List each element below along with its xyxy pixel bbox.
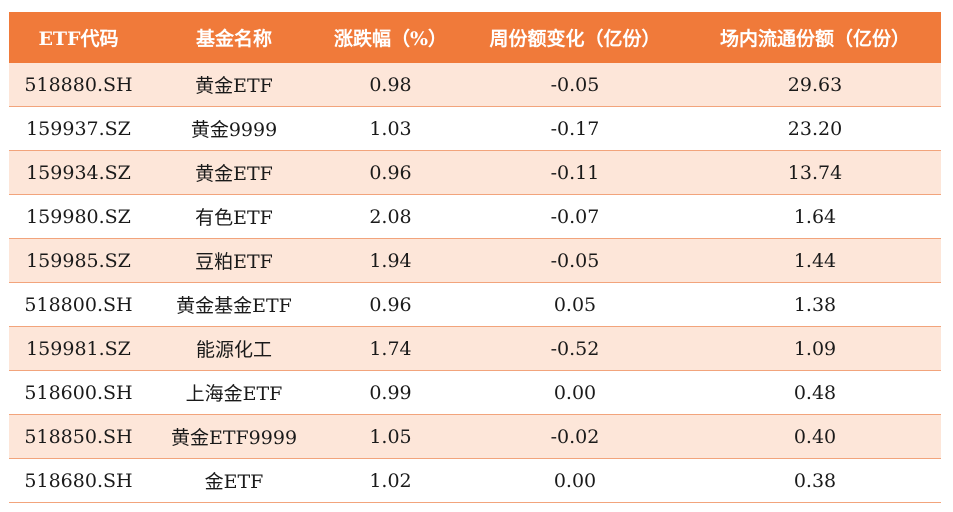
cell-weekly-share-change: 0.00 [461, 458, 689, 503]
cell-fund-name: 黄金ETF [148, 63, 320, 107]
cell-fund-name: 金ETF [148, 458, 320, 503]
table-row: 518850.SH 黄金ETF9999 1.05 -0.02 0.40 [9, 414, 941, 459]
cell-circulating-shares: 13.74 [689, 150, 941, 195]
cell-circulating-shares: 1.64 [689, 194, 941, 239]
cell-circulating-shares: 29.63 [689, 63, 941, 107]
cell-weekly-share-change: 0.00 [461, 370, 689, 415]
table-row: 518880.SH 黄金ETF 0.98 -0.05 29.63 [9, 63, 941, 107]
table-body: 518880.SH 黄金ETF 0.98 -0.05 29.63 159937.… [9, 63, 941, 503]
header-weekly-share-change: 周份额变化（亿份） [461, 12, 689, 63]
cell-circulating-shares: 1.38 [689, 282, 941, 327]
cell-weekly-share-change: -0.07 [461, 194, 689, 239]
header-fund-name: 基金名称 [148, 12, 320, 63]
cell-change-pct: 0.96 [320, 282, 461, 327]
header-change-pct: 涨跌幅（%） [320, 12, 461, 63]
cell-fund-name: 黄金ETF9999 [148, 414, 320, 459]
cell-change-pct: 0.98 [320, 63, 461, 107]
cell-etf-code: 518850.SH [9, 414, 148, 459]
cell-change-pct: 0.96 [320, 150, 461, 195]
cell-weekly-share-change: -0.17 [461, 106, 689, 151]
cell-change-pct: 0.99 [320, 370, 461, 415]
table-row: 159985.SZ 豆粕ETF 1.94 -0.05 1.44 [9, 238, 941, 283]
table-row: 159981.SZ 能源化工 1.74 -0.52 1.09 [9, 326, 941, 371]
cell-etf-code: 518800.SH [9, 282, 148, 327]
header-etf-code: ETF代码 [9, 12, 148, 63]
cell-change-pct: 1.05 [320, 414, 461, 459]
cell-fund-name: 有色ETF [148, 194, 320, 239]
cell-circulating-shares: 0.48 [689, 370, 941, 415]
cell-etf-code: 159937.SZ [9, 106, 148, 151]
cell-change-pct: 1.03 [320, 106, 461, 151]
cell-change-pct: 1.02 [320, 458, 461, 503]
table-row: 159934.SZ 黄金ETF 0.96 -0.11 13.74 [9, 150, 941, 195]
cell-etf-code: 518880.SH [9, 63, 148, 107]
table-row: 518600.SH 上海金ETF 0.99 0.00 0.48 [9, 370, 941, 415]
table-row: 159980.SZ 有色ETF 2.08 -0.07 1.64 [9, 194, 941, 239]
header-circulating-shares: 场内流通份额（亿份） [689, 12, 941, 63]
cell-etf-code: 518600.SH [9, 370, 148, 415]
cell-circulating-shares: 1.09 [689, 326, 941, 371]
cell-circulating-shares: 1.44 [689, 238, 941, 283]
cell-circulating-shares: 0.40 [689, 414, 941, 459]
cell-weekly-share-change: -0.02 [461, 414, 689, 459]
cell-weekly-share-change: -0.05 [461, 63, 689, 107]
header-row: ETF代码 基金名称 涨跌幅（%） 周份额变化（亿份） 场内流通份额（亿份） [9, 12, 941, 63]
cell-fund-name: 黄金9999 [148, 106, 320, 151]
cell-weekly-share-change: -0.05 [461, 238, 689, 283]
cell-weekly-share-change: 0.05 [461, 282, 689, 327]
cell-etf-code: 159980.SZ [9, 194, 148, 239]
cell-change-pct: 1.74 [320, 326, 461, 371]
cell-fund-name: 黄金基金ETF [148, 282, 320, 327]
cell-fund-name: 能源化工 [148, 326, 320, 371]
cell-change-pct: 2.08 [320, 194, 461, 239]
cell-etf-code: 518680.SH [9, 458, 148, 503]
cell-fund-name: 黄金ETF [148, 150, 320, 195]
cell-weekly-share-change: -0.52 [461, 326, 689, 371]
cell-circulating-shares: 23.20 [689, 106, 941, 151]
cell-etf-code: 159934.SZ [9, 150, 148, 195]
cell-etf-code: 159985.SZ [9, 238, 148, 283]
table-header: ETF代码 基金名称 涨跌幅（%） 周份额变化（亿份） 场内流通份额（亿份） [9, 12, 941, 63]
cell-etf-code: 159981.SZ [9, 326, 148, 371]
cell-fund-name: 上海金ETF [148, 370, 320, 415]
cell-fund-name: 豆粕ETF [148, 238, 320, 283]
table-row: 518800.SH 黄金基金ETF 0.96 0.05 1.38 [9, 282, 941, 327]
cell-circulating-shares: 0.38 [689, 458, 941, 503]
table-row: 159937.SZ 黄金9999 1.03 -0.17 23.20 [9, 106, 941, 151]
cell-change-pct: 1.94 [320, 238, 461, 283]
etf-table: ETF代码 基金名称 涨跌幅（%） 周份额变化（亿份） 场内流通份额（亿份） 5… [9, 12, 941, 503]
table-row: 518680.SH 金ETF 1.02 0.00 0.38 [9, 458, 941, 503]
cell-weekly-share-change: -0.11 [461, 150, 689, 195]
